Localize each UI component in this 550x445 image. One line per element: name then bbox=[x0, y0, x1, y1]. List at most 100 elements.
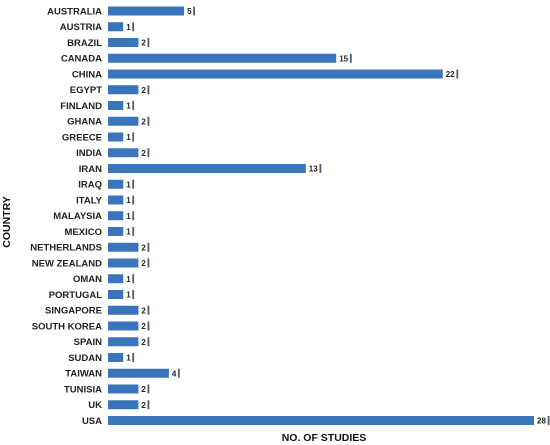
value-label-ghana: 2 bbox=[141, 117, 146, 126]
value-marker-uk bbox=[147, 400, 150, 410]
category-label-greece: GREECE bbox=[62, 132, 102, 143]
value-label-malaysia: 1 bbox=[126, 212, 131, 221]
value-marker-brazil bbox=[147, 38, 150, 47]
value-marker-oman bbox=[132, 274, 135, 284]
value-marker-iran bbox=[319, 164, 322, 173]
bar-usa bbox=[108, 416, 534, 425]
y-axis-title: COUNTRY bbox=[1, 196, 13, 248]
category-label-mexico: MEXICO bbox=[65, 227, 102, 238]
value-label-greece: 1 bbox=[126, 133, 131, 142]
value-marker-sudan bbox=[132, 353, 135, 362]
value-label-brazil: 2 bbox=[141, 39, 146, 48]
category-label-taiwan: TAIWAN bbox=[65, 369, 102, 380]
category-label-spain: SPAIN bbox=[74, 337, 102, 348]
value-label-usa: 28 bbox=[537, 417, 546, 426]
value-label-uk: 2 bbox=[141, 401, 146, 410]
bar-iran bbox=[108, 164, 306, 173]
bar-singapore bbox=[108, 305, 139, 315]
category-label-south-korea: SOUTH KOREA bbox=[32, 321, 102, 332]
category-label-italy: ITALY bbox=[76, 195, 103, 206]
value-marker-egypt bbox=[147, 85, 150, 95]
value-label-oman: 1 bbox=[126, 275, 131, 284]
bar-netherlands bbox=[108, 242, 139, 252]
bar-mexico bbox=[108, 227, 124, 236]
value-label-portugal: 1 bbox=[126, 291, 131, 300]
value-label-mexico: 1 bbox=[126, 228, 131, 237]
value-marker-finland bbox=[132, 101, 135, 110]
bar-canada bbox=[108, 53, 337, 63]
category-label-uk: UK bbox=[88, 400, 102, 411]
category-label-india: INDIA bbox=[76, 148, 102, 159]
value-marker-portugal bbox=[132, 290, 135, 299]
bar-india bbox=[108, 148, 139, 158]
bar-oman bbox=[108, 274, 124, 284]
bar-greece bbox=[108, 132, 124, 142]
bar-italy bbox=[108, 195, 124, 205]
category-label-canada: CANADA bbox=[61, 54, 102, 65]
category-label-netherlands: NETHERLANDS bbox=[30, 243, 102, 254]
bar-spain bbox=[108, 337, 139, 347]
value-marker-usa bbox=[547, 416, 550, 425]
category-label-china: CHINA bbox=[72, 69, 102, 80]
bar-ghana bbox=[108, 116, 139, 126]
value-marker-greece bbox=[132, 132, 135, 142]
value-label-taiwan: 4 bbox=[172, 369, 177, 378]
category-label-sudan: SUDAN bbox=[68, 353, 102, 364]
value-marker-taiwan bbox=[177, 368, 180, 378]
category-labels: AUSTRALIA AUSTRIA BRAZIL CANADA CHINA EGYPT FI… bbox=[30, 6, 103, 427]
value-marker-malaysia bbox=[132, 211, 135, 221]
category-label-malaysia: MALAYSIA bbox=[53, 211, 102, 222]
value-label-iraq: 1 bbox=[126, 180, 131, 189]
bar-malaysia bbox=[108, 211, 124, 221]
bars-layer bbox=[108, 6, 534, 425]
value-marker-canada bbox=[349, 53, 352, 63]
category-label-finland: FINLAND bbox=[60, 101, 102, 112]
value-marker-new-zealand bbox=[147, 258, 150, 268]
value-label-iran: 13 bbox=[309, 165, 318, 174]
bar-china bbox=[108, 69, 443, 79]
category-label-australia: AUSTRALIA bbox=[47, 6, 102, 17]
value-label-south-korea: 2 bbox=[141, 322, 146, 331]
value-marker-tunisia bbox=[147, 384, 150, 394]
bar-finland bbox=[108, 101, 124, 110]
category-label-tunisia: TUNISIA bbox=[64, 384, 102, 395]
category-label-brazil: BRAZIL bbox=[67, 38, 102, 49]
category-label-singapore: SINGAPORE bbox=[45, 306, 102, 317]
category-label-ghana: GHANA bbox=[67, 117, 102, 128]
category-label-new-zealand: NEW ZEALAND bbox=[32, 258, 102, 269]
value-marker-netherlands bbox=[147, 242, 150, 252]
category-label-usa: USA bbox=[82, 416, 102, 427]
category-label-austria: AUSTRIA bbox=[60, 22, 102, 33]
value-label-singapore: 2 bbox=[141, 306, 146, 315]
bar-portugal bbox=[108, 290, 124, 299]
bar-australia bbox=[108, 6, 185, 16]
x-axis-title: NO. OF STUDIES bbox=[282, 432, 367, 444]
value-label-china: 22 bbox=[446, 70, 455, 79]
bar-taiwan bbox=[108, 368, 169, 378]
value-label-sudan: 1 bbox=[126, 354, 131, 363]
bar-south-korea bbox=[108, 321, 139, 331]
category-label-oman: OMAN bbox=[73, 274, 102, 285]
value-marker-south-korea bbox=[147, 321, 150, 331]
value-label-netherlands: 2 bbox=[141, 243, 146, 252]
value-marker-austria bbox=[132, 22, 135, 32]
category-label-iran: IRAN bbox=[79, 164, 102, 175]
value-label-austria: 1 bbox=[126, 23, 131, 32]
value-marker-ghana bbox=[147, 116, 150, 126]
bar-egypt bbox=[108, 85, 139, 95]
value-label-egypt: 2 bbox=[141, 86, 146, 95]
value-label-finland: 1 bbox=[126, 102, 131, 111]
category-label-egypt: EGYPT bbox=[70, 85, 102, 96]
bar-new-zealand bbox=[108, 258, 139, 268]
bar-brazil bbox=[108, 38, 139, 47]
value-marker-india bbox=[147, 148, 150, 158]
value-marker-italy bbox=[132, 195, 135, 205]
value-label-spain: 2 bbox=[141, 338, 146, 347]
bar-tunisia bbox=[108, 384, 139, 394]
value-marker-spain bbox=[147, 337, 150, 347]
bar-uk bbox=[108, 400, 139, 410]
value-label-canada: 15 bbox=[339, 54, 348, 63]
value-marker-mexico bbox=[132, 227, 135, 236]
